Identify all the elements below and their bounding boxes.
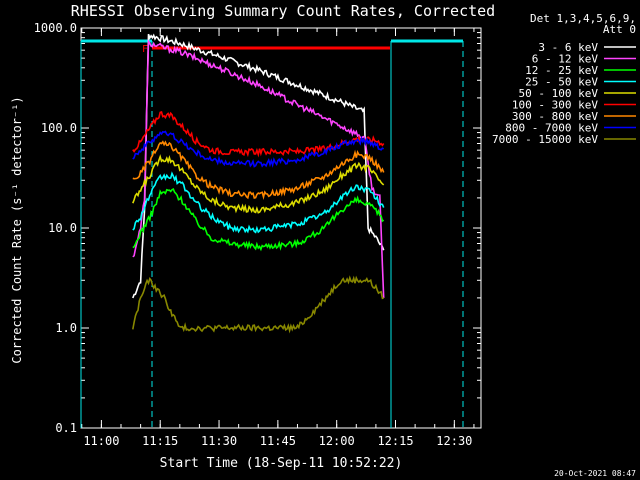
series-line-4 <box>132 154 385 214</box>
x-tick-label: 11:15 <box>142 434 178 448</box>
legend-entry-label: 800 - 7000 keV <box>505 122 598 135</box>
legend-entry-label: 50 - 100 keV <box>519 87 599 100</box>
chart-title: RHESSI Observing Summary Count Rates, Co… <box>71 2 495 20</box>
legend-entry-label: 300 - 800 keV <box>512 110 598 123</box>
series-line-0 <box>132 33 385 299</box>
x-tick-label: 12:30 <box>436 434 472 448</box>
instrument-overlays: F <box>80 39 464 428</box>
x-tick-label: 11:45 <box>260 434 296 448</box>
footer-timestamp: 20-Oct-2021 08:47 <box>554 469 636 478</box>
y-axis-label: Corrected Count Rate (s⁻¹ detector⁻¹) <box>10 96 24 363</box>
legend-header-line: Det 1,3,4,5,6,9, <box>530 12 636 25</box>
x-tick-label: 12:15 <box>377 434 413 448</box>
x-axis-label: Start Time (18-Sep-11 10:52:22) <box>160 456 403 471</box>
series-line-3 <box>132 171 385 234</box>
series-line-5 <box>132 110 385 158</box>
y-tick-label: 100.0 <box>41 121 77 135</box>
legend-entry-label: 25 - 50 keV <box>525 76 598 89</box>
series-line-7 <box>132 130 385 168</box>
x-tick-label: 11:00 <box>83 434 119 448</box>
legend-entry-label: 12 - 25 keV <box>525 64 598 77</box>
x-tick-label: 11:30 <box>201 434 237 448</box>
series-group <box>132 33 385 334</box>
legend-entry-label: 7000 - 15000 keV <box>492 133 598 146</box>
y-tick-label: 1000.0 <box>34 21 77 35</box>
y-tick-label: 1.0 <box>55 321 77 335</box>
series-line-1 <box>132 39 385 298</box>
y-tick-label: 0.1 <box>55 421 77 435</box>
series-line-6 <box>132 140 385 201</box>
legend-entry-label: 3 - 6 keV <box>538 41 598 54</box>
legend-header-line: Att 0 <box>603 23 636 36</box>
series-line-8 <box>132 275 384 334</box>
legend-entry-label: 6 - 12 keV <box>532 53 599 66</box>
flare-flag-label: F <box>142 44 148 55</box>
y-tick-label: 10.0 <box>48 221 77 235</box>
axes: 0.1 1.0 10.0 100.0 1000.0 11:00 11:15 11:30 11:4… <box>34 21 482 448</box>
x-tick-label: 12:00 <box>319 434 355 448</box>
chart-title-group: RHESSI Observing Summary Count Rates, Co… <box>71 2 495 20</box>
legend-entry-label: 100 - 300 keV <box>512 99 598 112</box>
series-line-2 <box>132 187 385 252</box>
